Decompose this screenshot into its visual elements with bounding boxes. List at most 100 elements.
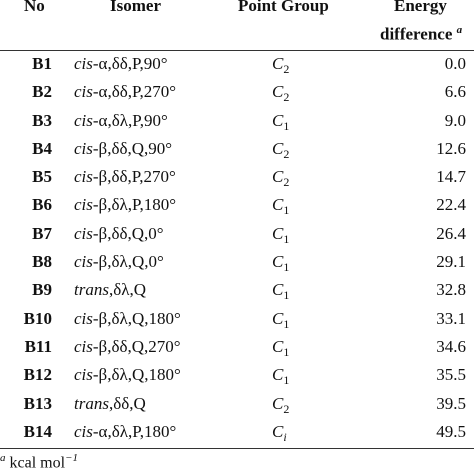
point-group-symbol: C bbox=[272, 195, 284, 215]
row-number: B1 bbox=[32, 54, 52, 73]
row-point-group: C1 bbox=[272, 220, 289, 253]
isomer-prefix: cis bbox=[74, 54, 93, 73]
row-point-group: C1 bbox=[272, 191, 289, 224]
header-difference: difference a bbox=[380, 24, 462, 45]
row-point-group: C2 bbox=[272, 50, 289, 83]
row-isomer: cis-β,δλ,Q,180° bbox=[74, 361, 181, 389]
point-group-subscript: 1 bbox=[283, 260, 290, 275]
row-number: B11 bbox=[24, 336, 52, 356]
isomer-descriptor: -α,δδ,P,270° bbox=[92, 82, 177, 102]
table-row: B5 cis-β,δδ,P,270° C2 14.7 bbox=[0, 163, 474, 191]
table-row: B4 cis-β,δδ,Q,90° C2 12.6 bbox=[0, 135, 474, 163]
table-row: B11 cis-β,δδ,Q,270° C1 34.6 bbox=[0, 333, 474, 361]
footnote-text: kcal mol bbox=[5, 454, 66, 472]
isomer-prefix: cis bbox=[74, 110, 93, 130]
isomer-descriptor: -α,δλ,P,90° bbox=[92, 110, 168, 130]
row-energy: 49.5 bbox=[436, 421, 466, 441]
point-group-symbol: C bbox=[272, 223, 284, 243]
isomer-descriptor: ,δλ,Q bbox=[108, 280, 146, 300]
isomer-prefix: cis bbox=[74, 308, 93, 328]
row-energy: 0.0 bbox=[444, 54, 466, 73]
row-point-group: C2 bbox=[272, 163, 289, 196]
point-group-subscript: 1 bbox=[283, 344, 290, 359]
point-group-symbol: C bbox=[272, 280, 284, 300]
point-group-subscript: 1 bbox=[283, 118, 290, 133]
table-header: No Isomer Point Group Energy difference … bbox=[0, 0, 474, 50]
row-point-group: C1 bbox=[272, 276, 289, 309]
row-isomer: cis-β,δδ,Q,270° bbox=[74, 333, 181, 361]
row-energy: 35.5 bbox=[436, 365, 466, 385]
row-point-group: C1 bbox=[272, 333, 289, 366]
isomer-prefix: cis bbox=[74, 336, 93, 356]
row-isomer: cis-β,δλ,P,180° bbox=[74, 191, 176, 219]
isomer-descriptor: -β,δδ,Q,0° bbox=[92, 223, 164, 243]
table-row: B8 cis-β,δλ,Q,0° C1 29.1 bbox=[0, 248, 474, 276]
table-row: B1 cis-α,δδ,P,90° C2 0.0 bbox=[0, 50, 474, 78]
isomer-descriptor: -β,δλ,P,180° bbox=[92, 195, 177, 215]
row-point-group: C1 bbox=[272, 361, 289, 394]
point-group-subscript: 1 bbox=[283, 288, 290, 303]
point-group-symbol: C bbox=[272, 54, 284, 73]
header-isomer: Isomer bbox=[110, 0, 161, 15]
point-group-symbol: C bbox=[272, 138, 284, 158]
isomer-prefix: trans bbox=[74, 393, 109, 413]
point-group-symbol: C bbox=[272, 252, 284, 272]
row-number: B7 bbox=[32, 223, 52, 243]
table-row: B7 cis-β,δδ,Q,0° C1 26.4 bbox=[0, 220, 474, 248]
row-isomer: trans,δδ,Q bbox=[74, 390, 146, 418]
row-isomer: cis-α,δλ,P,180° bbox=[74, 418, 176, 446]
point-group-subscript: 2 bbox=[283, 62, 290, 76]
point-group-symbol: C bbox=[272, 336, 284, 356]
footnote-mark: a bbox=[0, 452, 6, 464]
row-number: B6 bbox=[32, 195, 52, 215]
row-point-group: C2 bbox=[272, 135, 289, 168]
isomer-descriptor: -β,δλ,Q,0° bbox=[92, 252, 164, 272]
table-row: B13 trans,δδ,Q C2 39.5 bbox=[0, 390, 474, 418]
isomer-descriptor: -β,δδ,Q,90° bbox=[92, 138, 173, 158]
row-point-group: C2 bbox=[272, 390, 289, 423]
header-energy: Energy bbox=[394, 0, 447, 15]
point-group-subscript: 1 bbox=[283, 373, 290, 388]
row-number: B8 bbox=[32, 252, 52, 272]
table-row: B2 cis-α,δδ,P,270° C2 6.6 bbox=[0, 78, 474, 106]
row-number: B14 bbox=[23, 421, 52, 441]
row-energy: 29.1 bbox=[436, 252, 466, 272]
isomer-descriptor: ,δδ,Q bbox=[108, 393, 146, 413]
point-group-symbol: C bbox=[272, 110, 284, 130]
row-energy: 26.4 bbox=[436, 223, 466, 243]
point-group-subscript: 1 bbox=[283, 203, 290, 218]
row-isomer: cis-β,δλ,Q,0° bbox=[74, 248, 164, 276]
isomer-descriptor: -β,δδ,P,270° bbox=[92, 167, 176, 187]
table-row: B9 trans,δλ,Q C1 32.8 bbox=[0, 276, 474, 304]
row-point-group: C1 bbox=[272, 248, 289, 281]
row-energy: 9.0 bbox=[444, 110, 466, 130]
isomer-descriptor: -α,δδ,P,90° bbox=[92, 54, 168, 73]
row-isomer: cis-β,δδ,Q,0° bbox=[74, 220, 164, 248]
row-isomer: cis-β,δδ,Q,90° bbox=[74, 135, 172, 163]
point-group-symbol: C bbox=[272, 82, 284, 102]
point-group-symbol: C bbox=[272, 421, 284, 441]
header-no: No bbox=[24, 0, 45, 15]
isomer-descriptor: -β,δδ,Q,270° bbox=[92, 336, 181, 356]
row-energy: 22.4 bbox=[436, 195, 466, 215]
row-number: B2 bbox=[32, 82, 52, 102]
row-energy: 6.6 bbox=[444, 82, 466, 102]
row-isomer: cis-α,δλ,P,90° bbox=[74, 107, 168, 135]
row-number: B5 bbox=[32, 167, 52, 187]
isomer-prefix: cis bbox=[74, 167, 93, 187]
isomer-prefix: cis bbox=[74, 223, 93, 243]
isomer-prefix: cis bbox=[74, 421, 93, 441]
table-footnote: a kcal mol−1 bbox=[0, 452, 78, 472]
isomer-prefix: cis bbox=[74, 195, 93, 215]
isomer-prefix: cis bbox=[74, 252, 93, 272]
isomer-prefix: cis bbox=[74, 138, 93, 158]
row-energy: 39.5 bbox=[436, 393, 466, 413]
point-group-subscript: 1 bbox=[283, 316, 290, 331]
header-point-group: Point Group bbox=[238, 0, 329, 15]
row-point-group: C1 bbox=[272, 107, 289, 140]
isomer-descriptor: -β,δλ,Q,180° bbox=[92, 308, 181, 328]
row-isomer: cis-β,δλ,Q,180° bbox=[74, 305, 181, 333]
point-group-subscript: 2 bbox=[283, 175, 290, 190]
row-isomer: trans,δλ,Q bbox=[74, 276, 146, 304]
